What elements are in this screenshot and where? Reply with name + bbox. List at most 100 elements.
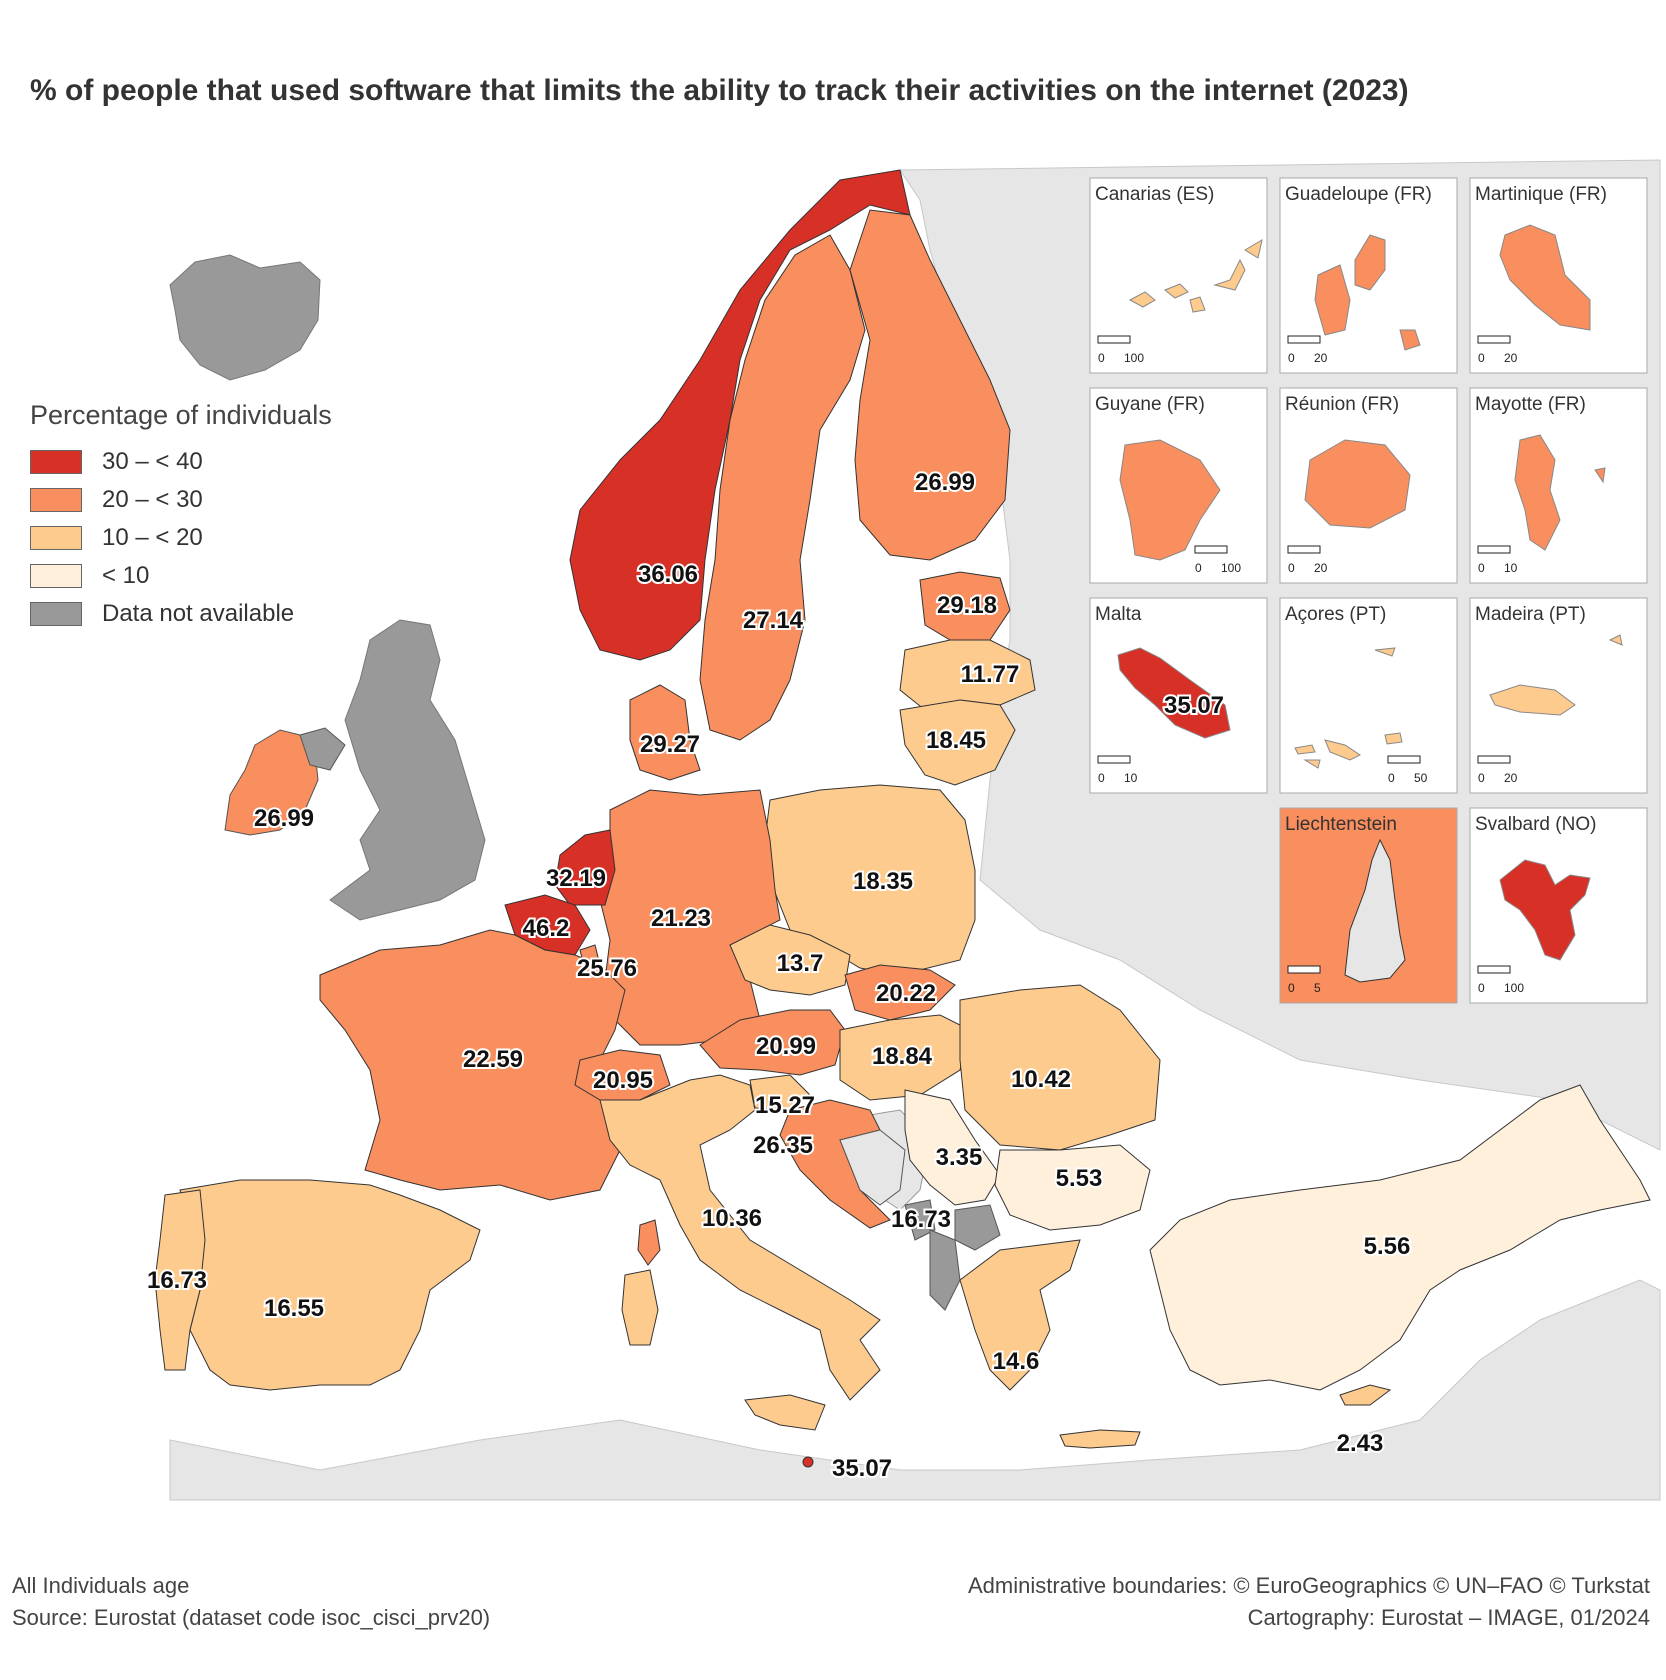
slovakia — [844, 964, 956, 1021]
scale-min-malta: 0 — [1098, 771, 1105, 785]
value-malta: 35.07 — [832, 1455, 892, 1482]
lithuania — [899, 699, 1016, 786]
italy — [599, 1074, 881, 1401]
value-croatia-coast: 16.73 — [891, 1206, 951, 1233]
inset-title-mayotte: Mayotte (FR) — [1475, 394, 1586, 415]
legend-swatch-10-20 — [30, 526, 82, 550]
value-norway: 36.06 — [638, 561, 698, 588]
spain — [179, 1179, 481, 1391]
inset-title-canarias: Canarias (ES) — [1095, 184, 1214, 205]
value-germany: 21.23 — [651, 905, 711, 932]
scale-max-mayotte: 10 — [1504, 561, 1518, 575]
romania — [959, 984, 1161, 1151]
legend-item: 20 – < 30 — [30, 481, 332, 519]
footer-left: All Individuals age Source: Eurostat (da… — [12, 1570, 490, 1634]
map-title: % of people that used software that limi… — [30, 74, 1409, 107]
iceland — [169, 254, 321, 381]
inset-title-guyane: Guyane (FR) — [1095, 394, 1205, 415]
martinique-shape — [1499, 224, 1591, 331]
great-britain — [329, 619, 486, 921]
value-austria: 20.99 — [756, 1033, 816, 1060]
reunion-shape — [1304, 439, 1411, 529]
legend-item: 10 – < 20 — [30, 519, 332, 557]
scale-min-liechtenstein: 0 — [1288, 981, 1295, 995]
turkey — [1149, 1084, 1651, 1391]
footer-cartography: Cartography: Eurostat – IMAGE, 01/2024 — [1247, 1605, 1650, 1630]
scale-min-mayotte: 0 — [1478, 561, 1485, 575]
value-cyprus: 2.43 — [1337, 1430, 1384, 1457]
switzerland — [574, 1049, 671, 1101]
serbia — [904, 1089, 1001, 1206]
legend: Percentage of individuals 30 – < 40 20 –… — [30, 400, 332, 633]
montenegro — [904, 1199, 936, 1241]
scale-min-guadeloupe: 0 — [1288, 351, 1295, 365]
scale-max-reunion: 20 — [1314, 561, 1328, 575]
scale-min-madeira: 0 — [1478, 771, 1485, 785]
scale-max-canarias: 100 — [1124, 351, 1144, 365]
value-turkey: 5.56 — [1364, 1233, 1411, 1260]
value-serbia: 3.35 — [936, 1144, 983, 1171]
value-croatia: 26.35 — [753, 1132, 813, 1159]
inset-title-guadeloupe: Guadeloupe (FR) — [1285, 184, 1432, 205]
scale-min-canarias: 0 — [1098, 351, 1105, 365]
value-malta-inset: 35.07 — [1164, 692, 1224, 719]
value-luxembourg: 25.76 — [577, 955, 637, 982]
sicily — [744, 1394, 826, 1431]
value-france: 22.59 — [463, 1046, 523, 1073]
guadeloupe-shape — [1314, 234, 1421, 351]
footer-right: Administrative boundaries: © EuroGeograp… — [968, 1570, 1650, 1634]
value-denmark: 29.27 — [640, 731, 700, 758]
value-slovakia: 20.22 — [876, 980, 936, 1007]
madeira-shape — [1489, 634, 1623, 716]
inset-title-reunion: Réunion (FR) — [1285, 394, 1399, 415]
croatia — [779, 1099, 891, 1229]
scale-max-madeira: 20 — [1504, 771, 1518, 785]
svalbard-shape — [1499, 859, 1591, 961]
value-poland: 18.35 — [853, 868, 913, 895]
value-lithuania: 18.45 — [926, 727, 986, 754]
scale-max-guadeloupe: 20 — [1314, 351, 1328, 365]
scale-max-guyane: 100 — [1221, 561, 1241, 575]
value-netherlands: 32.19 — [546, 865, 606, 892]
czechia — [729, 924, 851, 996]
albania — [929, 1229, 961, 1311]
netherlands — [554, 829, 616, 906]
inset-mayotte — [1469, 387, 1648, 584]
value-labels: 36.06 27.14 26.99 29.18 11.77 18.45 29.2… — [145, 467, 1412, 1484]
value-italy: 10.36 — [702, 1205, 762, 1232]
scale-max-acores: 50 — [1414, 771, 1428, 785]
portugal — [154, 1189, 206, 1371]
value-spain: 16.55 — [264, 1295, 324, 1322]
legend-item: < 10 — [30, 557, 332, 595]
liechtenstein-shape — [1344, 838, 1406, 983]
legend-label: 20 – < 30 — [102, 486, 203, 513]
value-hungary: 18.84 — [872, 1043, 933, 1070]
ireland — [224, 729, 319, 836]
legend-label: 30 – < 40 — [102, 448, 203, 475]
north-africa-land — [169, 1279, 1661, 1501]
inset-title-svalbard: Svalbard (NO) — [1475, 814, 1596, 835]
scale-min-martinique: 0 — [1478, 351, 1485, 365]
inset-title-liechtenstein: Liechtenstein — [1285, 814, 1397, 835]
inset-title-malta: Malta — [1095, 604, 1142, 625]
sweden — [699, 234, 866, 741]
latvia — [899, 639, 1036, 711]
value-estonia: 29.18 — [937, 592, 997, 619]
value-bulgaria: 5.53 — [1056, 1165, 1103, 1192]
scale-min-reunion: 0 — [1288, 561, 1295, 575]
value-latvia: 11.77 — [961, 661, 1020, 688]
malta-dot — [802, 1456, 814, 1468]
scale-max-malta: 10 — [1124, 771, 1138, 785]
legend-label: 10 – < 20 — [102, 524, 203, 551]
sardinia — [621, 1269, 659, 1346]
legend-swatch-below-10 — [30, 564, 82, 588]
insets: Canarias (ES) Guadeloupe (FR) Martinique… — [1089, 177, 1648, 1004]
scale-min-svalbard: 0 — [1478, 981, 1485, 995]
scale-max-liechtenstein: 5 — [1314, 981, 1321, 995]
canarias-islands — [1128, 238, 1263, 313]
scale-max-martinique: 20 — [1504, 351, 1518, 365]
norway — [569, 169, 911, 661]
inset-title-madeira: Madeira (PT) — [1475, 604, 1586, 625]
footer-source: Source: Eurostat (dataset code isoc_cisc… — [12, 1605, 491, 1630]
inset-title-martinique: Martinique (FR) — [1475, 184, 1607, 205]
